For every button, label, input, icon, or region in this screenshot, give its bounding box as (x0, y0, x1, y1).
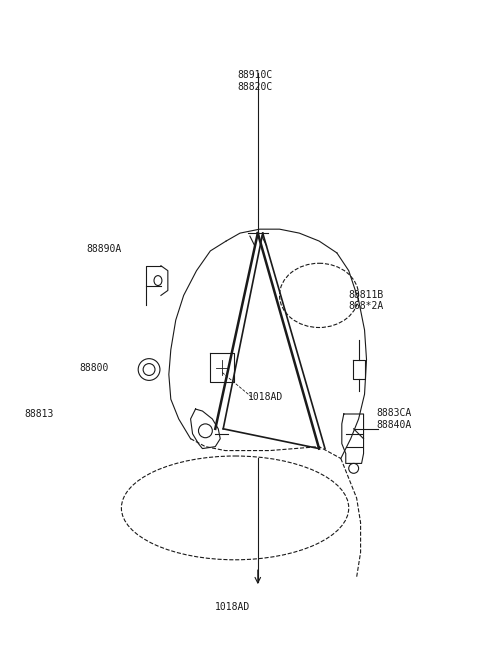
Text: 88800: 88800 (80, 363, 109, 373)
Text: 8883CA
88840A: 8883CA 88840A (376, 408, 412, 430)
Text: 88811B
868*2A: 88811B 868*2A (349, 290, 384, 311)
Text: 1018AD: 1018AD (248, 392, 283, 402)
Text: 1018AD: 1018AD (215, 602, 250, 612)
Text: 88910C
88820C: 88910C 88820C (237, 70, 273, 92)
Text: 88813: 88813 (24, 409, 54, 419)
Text: 88890A: 88890A (87, 244, 122, 254)
